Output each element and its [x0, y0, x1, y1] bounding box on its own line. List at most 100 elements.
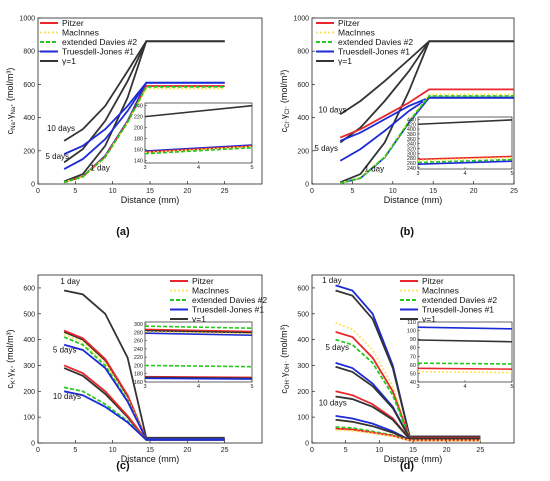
- curve-annotation: 5 days: [45, 152, 69, 161]
- y-tick-label: 600: [23, 82, 35, 89]
- legend-label: Pitzer: [338, 18, 360, 28]
- inset-x-tick-label: 5: [510, 171, 513, 177]
- inset-x-tick-label: 4: [463, 171, 466, 177]
- x-tick-label: 15: [146, 188, 154, 195]
- inset-x-tick-label: 5: [250, 165, 253, 171]
- y-tick-label: 200: [23, 389, 35, 396]
- panel-caption: (d): [400, 460, 414, 472]
- inset-y-tick-label: 160: [134, 147, 143, 153]
- inset-y-tick-label: 60: [410, 363, 416, 369]
- y-tick-label: 0: [31, 182, 35, 189]
- inset-frame: [144, 102, 253, 164]
- legend-label: Truesdell-Jones #1: [338, 47, 410, 57]
- series-line: [63, 390, 225, 441]
- x-tick-label: 15: [146, 447, 154, 454]
- legend-label: Pitzer: [192, 276, 214, 286]
- x-tick-label: 5: [344, 447, 348, 454]
- inset-series-line: [144, 331, 253, 335]
- inset-y-tick-label: 240: [407, 166, 416, 172]
- x-tick-label: 20: [183, 188, 191, 195]
- x-tick-label: 15: [429, 188, 437, 195]
- panel-b: 0 5 10 15 20 25 0 200 400 600 800 1000 Distance (mm)…: [279, 16, 518, 239]
- inset-y-tick-label: 100: [407, 329, 416, 335]
- inset-y-tick-label: 420: [407, 122, 416, 128]
- x-tick-label: 5: [73, 188, 77, 195]
- panel-caption: (b): [400, 226, 414, 238]
- legend-label: extended Davies #2: [62, 37, 137, 47]
- inset-y-tick-label: 40: [410, 380, 416, 386]
- inset-y-tick-label: 140: [134, 158, 143, 164]
- y-tick-label: 200: [23, 148, 35, 155]
- inset-plot: 3 4 5 40 50 60 70 80 90 100 110: [407, 320, 514, 390]
- inset-y-tick-label: 50: [410, 371, 416, 377]
- x-tick-label: 0: [36, 188, 40, 195]
- legend-label: Pitzer: [422, 276, 444, 286]
- inset-x-tick-label: 4: [197, 384, 200, 390]
- legend-label: Pitzer: [62, 18, 84, 28]
- inset-series-line: [417, 339, 513, 343]
- inset-series-line: [144, 144, 253, 152]
- x-tick-label: 25: [221, 447, 229, 454]
- inset-y-tick-label: 360: [407, 137, 416, 143]
- x-tick-label: 10: [375, 447, 383, 454]
- y-tick-label: 500: [297, 311, 309, 318]
- inset-x-tick-label: 5: [510, 384, 513, 390]
- y-tick-label: 100: [297, 415, 309, 422]
- legend-label: γ=1: [422, 314, 436, 324]
- panel-a: 0 5 10 15 20 25 0 200 400 600 800 1000 Distance (mm)…: [5, 16, 263, 238]
- curve-annotation: 5 days: [314, 144, 338, 153]
- inset-frame: [417, 321, 513, 383]
- y-tick-label: 600: [297, 285, 309, 292]
- inset-y-tick-label: 220: [134, 115, 143, 121]
- panel-d: 0 5 10 15 20 25 0 100 200 300 400 500 600 Distance (m…: [279, 274, 515, 472]
- x-axis-label: Distance (mm): [384, 195, 443, 205]
- curve-annotation: 10 days: [53, 392, 81, 401]
- y-tick-label: 600: [23, 285, 35, 292]
- y-tick-label: 400: [297, 115, 309, 122]
- y-tick-label: 1000: [293, 16, 309, 23]
- inset-plot: 3 4 5 160 180 200 220 240 260 280 300: [134, 321, 254, 390]
- inset-series-line: [144, 104, 253, 118]
- inset-y-tick-label: 280: [407, 156, 416, 162]
- legend-label: γ=1: [338, 56, 352, 66]
- inset-y-tick-label: 340: [407, 142, 416, 148]
- inset-x-tick-label: 3: [416, 171, 419, 177]
- legend-label: MacInnes: [338, 28, 375, 38]
- inset-x-tick-label: 4: [197, 165, 200, 171]
- inset-series-line: [144, 328, 253, 333]
- x-tick-label: 0: [36, 447, 40, 454]
- inset-y-tick-label: 300: [134, 322, 143, 328]
- inset-series-line: [417, 326, 513, 330]
- curve-annotation: 10 days: [47, 124, 75, 133]
- inset-series-line: [144, 332, 253, 337]
- x-axis-label: Distance (mm): [121, 195, 180, 205]
- inset-x-tick-label: 3: [143, 165, 146, 171]
- inset-y-tick-label: 200: [134, 363, 143, 369]
- inset-y-tick-label: 180: [134, 372, 143, 378]
- inset-y-tick-label: 280: [134, 330, 143, 336]
- curve-annotation: 5 days: [53, 346, 77, 355]
- series-line: [340, 95, 514, 185]
- inset-y-tick-label: 400: [407, 127, 416, 133]
- y-tick-label: 400: [23, 337, 35, 344]
- y-axis-label: cNa⁺γNa⁺ (mol/m³): [5, 68, 17, 135]
- inset-y-tick-label: 80: [410, 346, 416, 352]
- curve-annotation: 10 days: [319, 399, 347, 408]
- series-line: [335, 289, 481, 438]
- inset-y-tick-label: 200: [134, 126, 143, 132]
- inset-y-tick-label: 160: [134, 380, 143, 386]
- inset-y-tick-label: 260: [134, 339, 143, 345]
- y-tick-label: 0: [305, 182, 309, 189]
- panel-caption: (a): [116, 226, 130, 238]
- x-tick-label: 10: [109, 447, 117, 454]
- legend-label: MacInnes: [62, 28, 99, 38]
- y-tick-label: 200: [297, 389, 309, 396]
- x-tick-label: 25: [510, 188, 518, 195]
- inset-y-tick-label: 90: [410, 337, 416, 343]
- inset-x-tick-label: 3: [143, 384, 146, 390]
- inset-series-line: [144, 375, 253, 379]
- y-tick-label: 800: [297, 49, 309, 56]
- inset-series-line: [144, 329, 253, 334]
- x-tick-label: 20: [470, 188, 478, 195]
- legend-label: γ=1: [192, 314, 206, 324]
